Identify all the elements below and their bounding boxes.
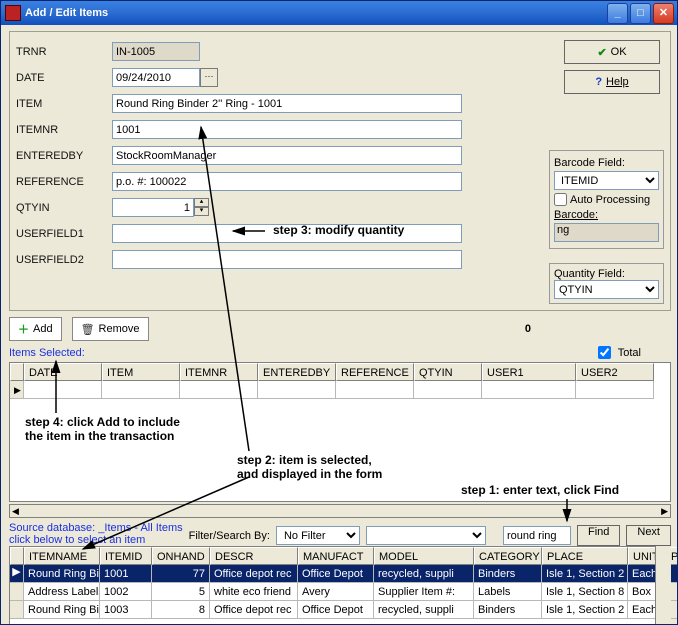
filter-select[interactable]: No Filter (276, 526, 360, 545)
titlebar: Add / Edit Items _ □ ✕ (1, 1, 677, 25)
help-icon: ? (595, 76, 602, 88)
close-button[interactable]: ✕ (653, 3, 674, 24)
qtyin-field[interactable] (112, 198, 194, 217)
userfield2-field[interactable] (112, 250, 462, 269)
label-reference: REFERENCE (16, 176, 112, 188)
barcode-panel: Barcode Field: ITEMID Auto Processing Ba… (549, 150, 664, 249)
total-checkbox[interactable] (598, 346, 611, 359)
anno-step2b: and displayed in the form (237, 467, 382, 481)
qty-spin-down[interactable]: ▾ (194, 207, 209, 216)
barcode-value: ng (554, 223, 659, 242)
grid2-header: ITEMNAME ITEMID ONHAND DESCR MANUFACT MO… (10, 547, 670, 565)
enteredby-field[interactable] (112, 146, 462, 165)
search-input[interactable] (503, 526, 571, 545)
qtyfield-panel: Quantity Field: QTYIN (549, 263, 664, 304)
qtyfield-select[interactable]: QTYIN (554, 280, 659, 299)
anno-step2a: step 2: item is selected, (237, 453, 372, 467)
items-selected-label: Items Selected: (9, 347, 85, 359)
qtyfield-label: Quantity Field: (554, 268, 659, 280)
count-value: 0 (525, 323, 531, 335)
help-label: Help (606, 76, 629, 88)
label-user1: USERFIELD1 (16, 228, 112, 240)
plus-icon: ＋ (18, 321, 29, 337)
window: Add / Edit Items _ □ ✕ TRNR DATE ··· IT (0, 0, 678, 625)
form-pane: TRNR DATE ··· ITEM ITEMNR ENTEREDB (9, 31, 671, 311)
client-area: TRNR DATE ··· ITEM ITEMNR ENTEREDB (1, 25, 677, 624)
add-button[interactable]: ＋ Add (9, 317, 62, 341)
label-item: ITEM (16, 98, 112, 110)
table-row[interactable]: Address Labels,10025white eco friendAver… (10, 583, 670, 601)
window-title: Add / Edit Items (25, 7, 607, 19)
filter-label: Filter/Search By: (189, 530, 270, 542)
itemnr-field[interactable] (112, 120, 462, 139)
maximize-button[interactable]: □ (630, 3, 651, 24)
date-picker-button[interactable]: ··· (200, 68, 218, 87)
trash-icon: 🗑 (81, 323, 95, 336)
label-user2: USERFIELD2 (16, 254, 112, 266)
ok-button[interactable]: ✔ OK (564, 40, 660, 64)
help-button[interactable]: ? Help (564, 70, 660, 94)
items-grid[interactable]: ITEMNAME ITEMID ONHAND DESCR MANUFACT MO… (9, 546, 671, 625)
anno-step4a: step 4: click Add to include (25, 415, 180, 429)
label-date: DATE (16, 72, 112, 84)
qty-spin-up[interactable]: ▴ (194, 198, 209, 207)
barcode-field-select[interactable]: ITEMID (554, 171, 659, 190)
total-label: Total (618, 347, 641, 359)
grid1-header: DATE ITEM ITEMNR ENTEREDBY REFERENCE QTY… (10, 363, 670, 381)
app-icon (5, 5, 21, 21)
label-trnr: TRNR (16, 46, 112, 58)
reference-field[interactable] (112, 172, 462, 191)
remove-label: Remove (99, 323, 140, 335)
grid1-hscroll[interactable]: ◀▶ (9, 504, 671, 518)
ok-label: OK (611, 46, 627, 58)
minimize-button[interactable]: _ (607, 3, 628, 24)
find-button[interactable]: Find (577, 525, 620, 546)
auto-processing-checkbox[interactable] (554, 193, 567, 206)
label-itemnr: ITEMNR (16, 124, 112, 136)
anno-step3: step 3: modify quantity (273, 223, 404, 237)
label-enteredby: ENTEREDBY (16, 150, 112, 162)
table-row[interactable]: Round Ring Bin10038Office depot recOffic… (10, 601, 670, 619)
filter-value-select[interactable] (366, 526, 486, 545)
date-field[interactable] (112, 68, 200, 87)
remove-button[interactable]: 🗑 Remove (72, 317, 149, 341)
table-row[interactable]: ▶Round Ring Bin100177Office depot recOff… (10, 565, 670, 583)
trnr-field (112, 42, 200, 61)
barcode-field-label: Barcode Field: (554, 157, 659, 169)
auto-processing-label: Auto Processing (570, 194, 650, 206)
barcode-sublabel: Barcode: (554, 209, 659, 221)
check-icon: ✔ (597, 46, 606, 59)
anno-step1: step 1: enter text, click Find (461, 483, 619, 497)
add-label: Add (33, 323, 53, 335)
anno-step4b: the item in the transaction (25, 429, 174, 443)
label-qtyin: QTYIN (16, 202, 112, 214)
source-label: Source database: _Items - All Items clic… (9, 522, 183, 546)
next-button[interactable]: Next (626, 525, 671, 546)
grid2-vscroll[interactable] (655, 546, 671, 625)
item-field[interactable] (112, 94, 462, 113)
grid1-empty-row: ▶ (10, 381, 670, 399)
